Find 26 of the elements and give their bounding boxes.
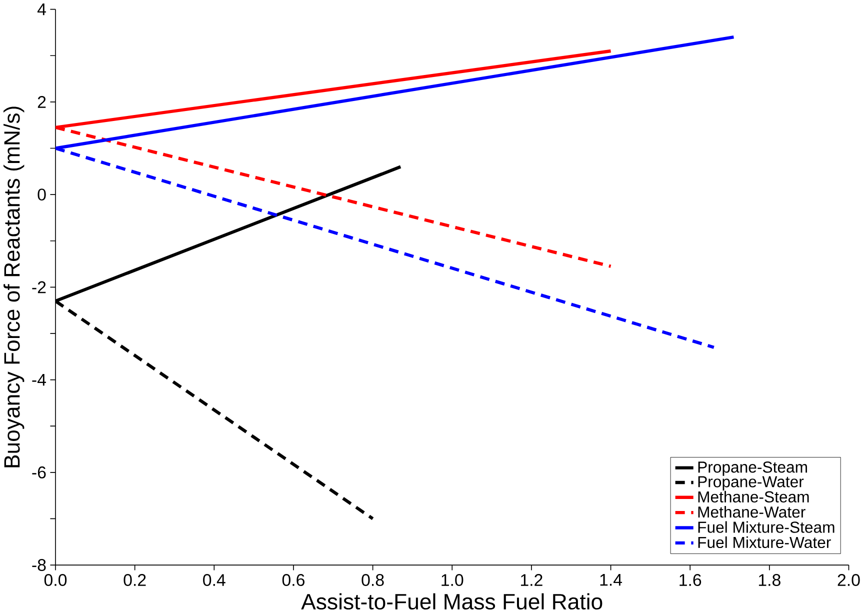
- x-tick-label: 1.8: [758, 574, 780, 586]
- x-tick-label: 0.0: [44, 574, 67, 586]
- legend-label: Propane-Water: [698, 476, 804, 490]
- x-tick-label: 0.8: [362, 574, 384, 586]
- x-tick-label: 1.6: [680, 574, 702, 586]
- legend-label: Propane-Steam: [698, 461, 807, 476]
- y-tick-label: -6: [32, 466, 46, 478]
- y-axis-title: Buoyancy Force of Reactants (mN/s): [4, 106, 24, 468]
- legend-label: Fuel Mixture-Steam: [698, 521, 834, 533]
- x-tick-label: 2.0: [838, 574, 860, 586]
- y-tick-label: 2: [38, 96, 46, 108]
- y-tick-label: -4: [32, 374, 46, 386]
- x-tick-label: 0.4: [203, 574, 226, 586]
- legend-label: Methane-Water: [698, 506, 806, 518]
- legend-label: Fuel Mixture-Water: [698, 536, 831, 548]
- x-tick-label: 1.2: [520, 574, 542, 586]
- y-tick-label: -2: [32, 281, 46, 294]
- y-tick-label: 0: [38, 188, 46, 201]
- x-tick-label: 1.4: [600, 574, 622, 586]
- legend-label: Methane-Steam: [698, 490, 809, 502]
- x-axis-title: Assist-to-Fuel Mass Fuel Ratio: [301, 593, 602, 610]
- x-tick-label: 0.6: [282, 574, 304, 586]
- y-tick-label: 4: [37, 3, 46, 16]
- x-tick-label: 1.0: [442, 574, 464, 586]
- y-tick-label: -8: [32, 559, 46, 571]
- x-tick-label: 0.2: [124, 574, 146, 586]
